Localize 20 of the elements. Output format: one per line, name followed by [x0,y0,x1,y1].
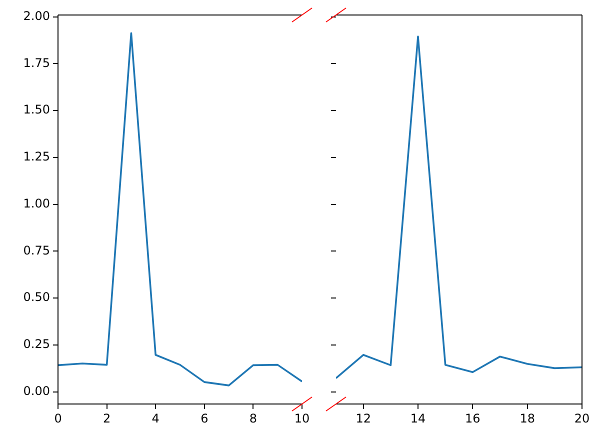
x-tick-label: 10 [294,411,310,426]
y-tick-label: 0.50 [23,290,50,304]
x-tick-label: 2 [102,411,111,426]
y-tick-label: 1.50 [23,102,50,117]
y-tick-label: 1.75 [23,56,50,70]
y-tick-label: 0.00 [23,384,50,398]
x-tick-label: 0 [54,411,62,426]
y-tick-label: 0.25 [23,337,50,352]
y-tick-label: 1.00 [23,196,50,210]
y-tick-label: 2.00 [23,9,50,23]
x-tick-label: 8 [249,411,258,426]
x-tick-label: 6 [200,411,208,426]
y-tick-label: 1.25 [23,150,50,164]
x-tick-label: 12 [356,411,371,426]
x-tick-label: 4 [152,411,160,426]
x-tick-label: 20 [574,411,590,426]
y-tick-label: 0.75 [23,243,50,258]
x-tick-label: 18 [520,411,535,426]
x-tick-label: 14 [410,411,426,426]
x-tick-label: 16 [465,411,480,426]
